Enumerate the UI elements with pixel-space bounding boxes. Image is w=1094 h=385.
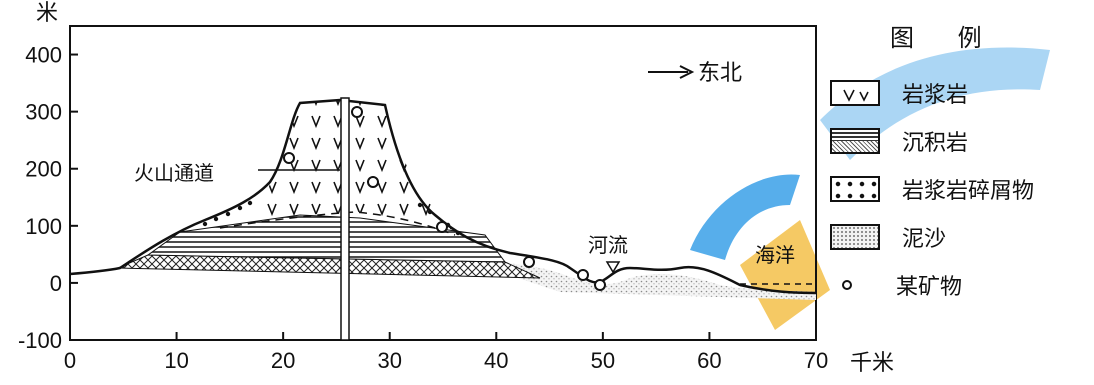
legend-label: 泥沙 xyxy=(902,227,947,252)
legend-label: 岩浆岩碎屑物 xyxy=(902,179,1035,204)
legend-item-sedimentary: 沉积岩 xyxy=(830,128,969,156)
x-axis: 0 10 20 30 40 50 60 70 xyxy=(64,332,828,373)
sand-layer xyxy=(470,262,816,300)
ocean-label: 海洋 xyxy=(755,243,795,267)
river-marker-icon xyxy=(605,261,621,274)
y-tick-label: 400 xyxy=(25,43,62,68)
mineral-marker xyxy=(594,279,606,291)
y-unit-label: 米 xyxy=(36,1,58,26)
mineral-marker xyxy=(436,221,448,233)
legend-label: 岩浆岩 xyxy=(902,83,969,108)
y-tick-label: 300 xyxy=(25,100,62,125)
legend-title: 图 例 xyxy=(890,24,1000,52)
mineral-marker xyxy=(523,256,535,268)
mineral-marker xyxy=(351,106,363,118)
legend-item-sand: 泥沙 xyxy=(830,224,947,252)
contact-boundary xyxy=(219,211,456,236)
watermark-logo-accent xyxy=(740,220,830,330)
sedimentary-swatch xyxy=(830,128,880,154)
legend-item-magmatic: 岩浆岩 xyxy=(830,80,969,108)
x-tick-label: 60 xyxy=(697,348,721,373)
y-axis: 400 300 200 100 0 -100 xyxy=(18,43,78,353)
magmatic-rock-core xyxy=(255,100,455,230)
x-tick-label: 30 xyxy=(377,348,401,373)
debris-swatch xyxy=(830,176,880,202)
x-unit-label: 千米 xyxy=(850,351,894,376)
mineral-icon xyxy=(842,280,852,290)
x-tick-label: 70 xyxy=(804,348,828,373)
mineral-marker xyxy=(577,269,589,281)
x-tick-label: 50 xyxy=(591,348,615,373)
y-tick-label: 100 xyxy=(25,214,62,239)
plot-frame xyxy=(69,25,817,341)
y-tick-label: 0 xyxy=(50,271,62,296)
y-tick-label: 200 xyxy=(25,157,62,182)
sand-swatch xyxy=(830,224,880,250)
volcanic-conduit xyxy=(340,97,350,341)
direction-label: 东北 xyxy=(698,61,742,86)
legend-item-mineral: 某矿物 xyxy=(830,272,963,300)
direction-indicator: 东北 xyxy=(648,61,742,86)
watermark-logo xyxy=(690,174,800,260)
river-label: 河流 xyxy=(588,233,628,257)
mineral-marker xyxy=(367,176,379,188)
mineral-marker xyxy=(283,152,295,164)
x-tick-label: 10 xyxy=(164,348,188,373)
legend-label: 沉积岩 xyxy=(902,131,969,156)
x-tick-label: 40 xyxy=(484,348,508,373)
terrain-profile xyxy=(69,98,817,295)
y-tick-label: -100 xyxy=(18,328,62,353)
legend-item-debris: 岩浆岩碎屑物 xyxy=(830,176,1035,204)
mineral-deposits xyxy=(283,106,606,291)
legend-label: 某矿物 xyxy=(896,275,963,300)
x-tick-label: 20 xyxy=(271,348,295,373)
legend: 图 例 岩浆岩 沉积岩 岩浆岩碎屑物 泥沙 某矿物 xyxy=(830,16,1080,316)
conduit-label: 火山通道 xyxy=(134,161,214,185)
magmatic-swatch xyxy=(830,80,880,106)
x-tick-label: 0 xyxy=(64,348,76,373)
